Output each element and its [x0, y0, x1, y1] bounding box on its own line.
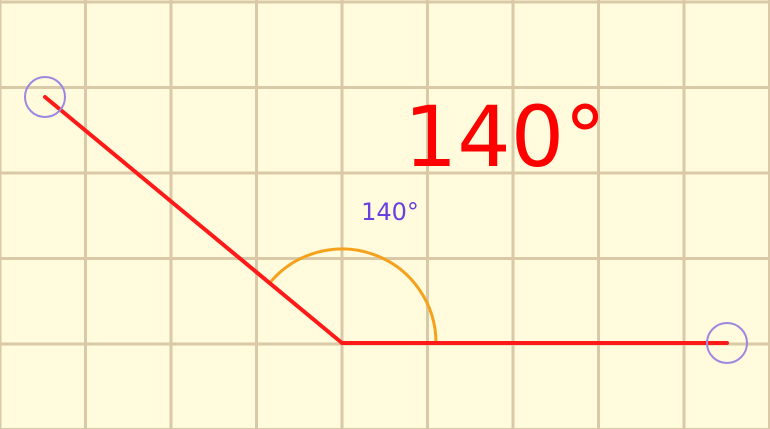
angle-small-label: 140°: [361, 198, 419, 226]
angle-large-label: 140°: [404, 88, 606, 186]
left-ray: [43, 95, 344, 345]
right-ray-handle[interactable]: [706, 322, 748, 364]
angle-arc: [268, 247, 438, 344]
left-ray-handle[interactable]: [24, 76, 66, 118]
